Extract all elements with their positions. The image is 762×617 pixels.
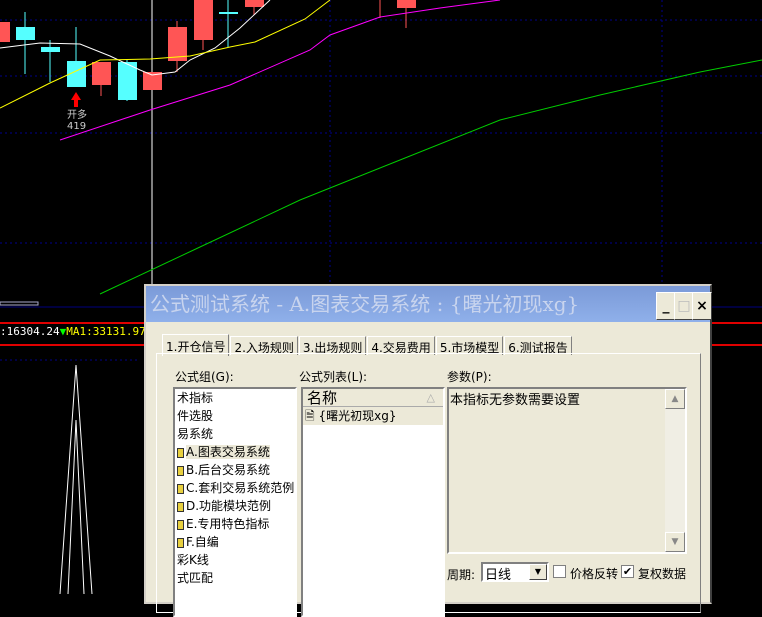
ma-yellow-line [0, 0, 331, 109]
ma-magenta-line [59, 0, 501, 141]
price-reverse-label: 价格反转 [570, 567, 619, 581]
ma1-value: MA1:33131.977 [66, 325, 153, 338]
group-item[interactable]: F.自编 [175, 533, 295, 551]
folder-icon [177, 519, 184, 530]
tab-exit-rules[interactable]: 3.出场规则 [298, 336, 367, 355]
tab-market-model[interactable]: 5.市场模型 [435, 336, 504, 355]
group-item[interactable]: 易系统 [177, 427, 214, 441]
group-item[interactable]: 件选股 [177, 409, 214, 423]
group-label: 公式组(G): [175, 370, 234, 384]
folder-icon [177, 483, 184, 494]
group-item[interactable]: D.功能模块范例 [175, 497, 295, 515]
adjust-checkbox[interactable]: ✔ [621, 565, 634, 578]
tab-bar: 1.开仓信号 2.入场规则 3.出场规则 4.交易费用 5.市场模型 6.测试报… [162, 334, 573, 356]
list-item[interactable]: 🗎 {曙光初现xg} [303, 407, 443, 425]
params-text: 本指标无参数需要设置 [450, 393, 581, 408]
list-label: 公式列表(L): [299, 370, 368, 384]
formula-test-dialog: 公式测试系统 - A.图表交易系统 : {曙光初现xg} _ □ × 1.开仓信… [144, 284, 712, 617]
dialog-title: 公式测试系统 - A.图表交易系统 : {曙光初现xg} [150, 292, 580, 316]
tab-test-report[interactable]: 6.测试报告 [504, 336, 572, 355]
maximize-button[interactable]: □ [674, 292, 694, 320]
adjust-label: 复权数据 [638, 567, 687, 581]
scroll-up-button[interactable]: ▲ [665, 389, 685, 409]
group-item[interactable]: B.后台交易系统 [175, 461, 295, 479]
tab-panel: 公式组(G): 术指标 件选股 易系统 A.图表交易系统 B.后台交易系统 C.… [156, 353, 701, 617]
params-box: 本指标无参数需要设置 ▲ ▼ [447, 387, 687, 554]
group-item[interactable]: 术指标 [177, 391, 214, 405]
candles [0, 0, 416, 101]
indicator-readout: :16304.24▼MA1:33131.977 [0, 325, 152, 338]
group-item[interactable]: C.套利交易系统范例 [175, 479, 295, 497]
tab-trading-fees[interactable]: 4.交易费用 [367, 336, 435, 355]
folder-icon [177, 447, 184, 458]
minimize-button[interactable]: _ [656, 292, 676, 320]
folder-icon [177, 465, 184, 476]
indicator-value: :16304.24 [0, 325, 60, 338]
group-item[interactable]: A.图表交易系统 [175, 443, 295, 461]
sort-icon: △ [426, 391, 435, 404]
tab-entry-rules[interactable]: 2.入场规则 [230, 336, 298, 355]
chevron-down-icon[interactable]: ▼ [529, 564, 547, 580]
volume-spike [59, 364, 93, 594]
down-arrow-icon: ▼ [59, 325, 67, 338]
group-item[interactable]: E.专用特色指标 [175, 515, 295, 533]
params-label: 参数(P): [447, 370, 492, 384]
folder-icon [177, 537, 184, 548]
signal-label: 开多 [67, 108, 87, 121]
price-reverse-checkbox[interactable] [553, 565, 566, 578]
scrollbar[interactable]: ▲ ▼ [665, 389, 685, 552]
group-item[interactable]: 彩K线 [177, 553, 209, 567]
dialog-title-bar[interactable]: 公式测试系统 - A.图表交易系统 : {曙光初现xg} _ □ × [146, 286, 712, 322]
ma-green-line [99, 59, 762, 295]
group-item[interactable]: 式匹配 [177, 571, 214, 585]
formula-icon: 🗎 [305, 409, 315, 423]
ma-white-line [0, 0, 271, 76]
close-button[interactable]: × [692, 292, 712, 320]
signal-value: 419 [67, 121, 86, 132]
period-select[interactable]: 日线 ▼ [481, 562, 549, 583]
candlestick-chart: 开多 419 [0, 0, 762, 594]
tab-open-signal[interactable]: 1.开仓信号 [162, 334, 230, 356]
formula-list[interactable]: 名称 △ 🗎 {曙光初现xg} [301, 387, 445, 617]
signal-up-arrow [71, 92, 81, 107]
scroll-down-button[interactable]: ▼ [665, 532, 685, 552]
column-header-name[interactable]: 名称 △ [303, 389, 443, 407]
formula-group-tree[interactable]: 术指标 件选股 易系统 A.图表交易系统 B.后台交易系统 C.套利交易系统范例… [173, 387, 297, 617]
folder-icon [177, 501, 184, 512]
period-label: 周期: [447, 568, 476, 582]
